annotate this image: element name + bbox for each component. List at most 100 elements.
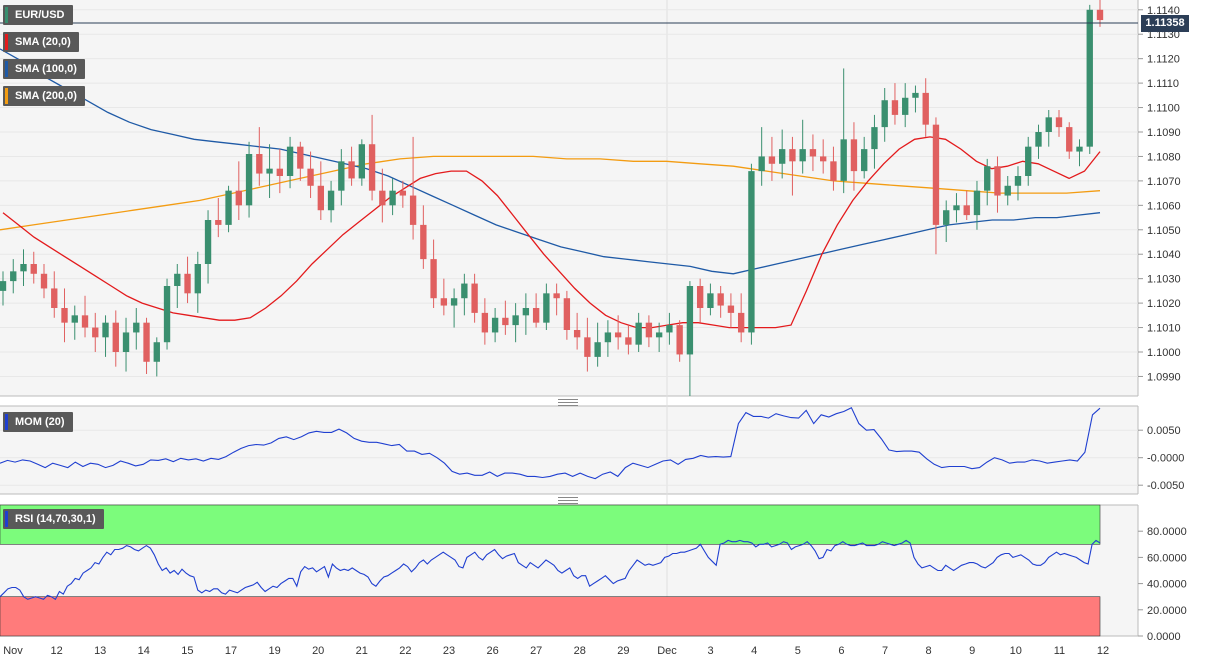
candle-body [133,322,140,333]
candle-body [676,325,683,355]
legend-sma100[interactable]: SMA (100,0) [3,59,85,79]
candle-body [0,281,7,291]
candle-body [840,139,847,181]
candle-body [358,144,366,179]
x-tick-label: 13 [94,645,106,657]
candle-body [1066,127,1073,152]
candle-body [317,185,325,211]
mom-tick-label: -0.0050 [1147,480,1184,492]
rsi-tick-label: 20.0000 [1147,605,1187,617]
candle-body [614,332,622,338]
candle-body [922,92,929,125]
legend-mom[interactable]: MOM (20) [3,412,73,432]
candle-body [143,322,150,362]
sma200-swatch [5,88,8,104]
price-tick-label: 1.1010 [1147,323,1181,335]
candle-body [799,149,806,162]
candle-body [471,283,478,313]
price-tick-label: 1.1080 [1147,151,1181,163]
candle-body [584,337,591,357]
candle-body [307,168,314,186]
candle-body [891,100,899,115]
candle-body [635,322,642,345]
rsi-swatch [5,511,8,527]
x-tick-label: 3 [708,645,714,657]
candle-body [789,149,796,162]
candle-body [409,195,417,225]
candle-body [768,156,776,164]
candle-body [92,327,99,338]
legend-sma20[interactable]: SMA (20,0) [3,32,79,52]
candle-body [594,342,601,357]
candle-body [1096,9,1104,21]
x-tick-label: 14 [138,645,150,657]
candle-body [522,308,530,316]
candle-body [348,161,355,179]
candle-body [778,149,786,164]
candle-body [871,127,878,150]
x-tick-label: 12 [50,645,62,657]
candle-body [502,317,509,326]
candle-body [30,264,37,274]
price-tick-label: 1.1100 [1147,103,1180,115]
mom-line [0,406,1101,480]
mom-tick-label: -0.0000 [1147,453,1184,465]
candle-body [389,190,396,206]
candle-body [973,190,981,216]
candle-body [1035,132,1042,147]
x-tick-label: Dec [657,645,677,657]
candle-body [338,161,345,191]
x-tick-label: 12 [1097,645,1109,657]
candle-body [666,325,673,333]
price-tick-label: 1.1130 [1147,29,1180,41]
resize-handle-rsi[interactable] [558,497,578,504]
candle-body [327,190,335,211]
candle-body [235,190,242,206]
candle-body [256,154,263,174]
x-tick-label: 8 [926,645,932,657]
price-tick-label: 1.1110 [1147,78,1179,90]
candle-body [204,220,212,264]
indicator-lines [0,406,1101,601]
candle-body [809,149,817,157]
candle-body [215,220,222,225]
price-tick-label: 1.1000 [1147,347,1181,359]
symbol-label[interactable]: EUR/USD [3,5,73,25]
resize-handle-mom[interactable] [558,399,578,406]
candle-body [1004,185,1011,196]
candle-body [707,293,714,308]
legend-sma200[interactable]: SMA (200,0) [3,86,85,106]
candle-body [51,288,58,308]
candle-body [850,139,858,172]
sma-lines [0,48,1101,329]
price-tick-label: 1.1050 [1147,225,1181,237]
candle-body [563,298,571,330]
candle-body [491,317,499,333]
candle-body [655,332,663,338]
candle-body [163,286,171,343]
sma100-line [0,48,1101,275]
x-tick-label: 4 [751,645,757,657]
legend-rsi[interactable]: RSI (14,70,30,1) [3,509,104,529]
candle-body [81,315,89,328]
candle-body [758,156,765,172]
rsi-oversold-zone [0,596,1101,637]
price-tick-label: 1.1090 [1147,127,1181,139]
candle-body [748,171,755,333]
candle-body [686,286,694,355]
candle-body [450,298,458,306]
sma100-swatch [5,61,8,77]
candle-body [932,124,940,225]
candle-body [604,332,612,343]
mom-panel[interactable] [0,406,1138,494]
candle-body [1045,117,1052,132]
price-tick-label: 1.1060 [1147,200,1181,212]
mom-label: MOM (20) [15,416,65,428]
candle-body [112,322,119,352]
x-tick-label: 7 [882,645,888,657]
price-panel[interactable] [0,0,1138,396]
candle-body [20,264,27,272]
price-tick-label: 1.1030 [1147,274,1181,286]
x-tick-label: 29 [617,645,629,657]
